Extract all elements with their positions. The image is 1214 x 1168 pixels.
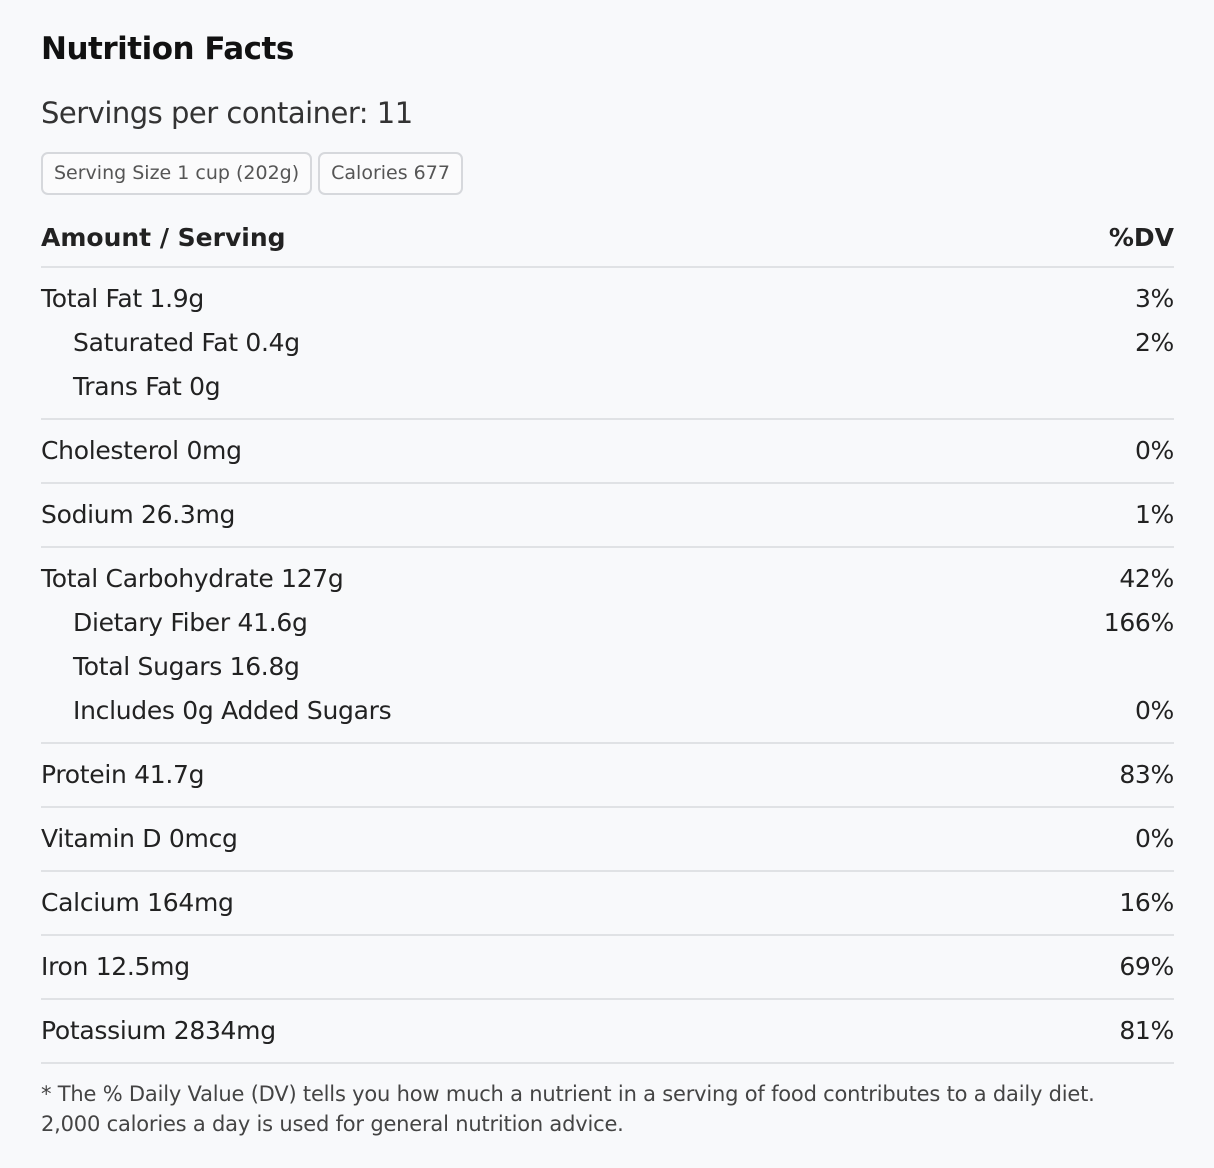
nutrient-label: Potassium 2834mg: [41, 1016, 276, 1045]
nutrient-group: Vitamin D 0mcg 0%: [41, 808, 1174, 872]
sub-row: Trans Fat 0g: [41, 365, 1174, 409]
title: Nutrition Facts: [41, 31, 294, 67]
badge: Serving Size 1 cup (202g): [41, 152, 313, 195]
daily-value: 3%: [1134, 284, 1174, 313]
nutrient-label: Calcium 164mg: [41, 888, 234, 917]
sub-row: Saturated Fat 0.4g 2%: [41, 321, 1174, 365]
column-header: %DV: [1108, 223, 1174, 252]
daily-value: 42%: [1119, 564, 1174, 593]
footnote-line: 2,000 calories a day is used for general…: [41, 1112, 624, 1136]
nutrient-label: Iron 12.5mg: [41, 952, 190, 981]
daily-value: 0%: [1134, 824, 1174, 853]
nutrient-group: Total Fat 1.9g 3% Saturated Fat 0.4g 2% Tran…: [41, 268, 1174, 420]
footnote-line: * The % Daily Value (DV) tells you how m…: [41, 1082, 1095, 1106]
daily-value: 0%: [1134, 436, 1174, 465]
nutrient-row: Total Fat 1.9g 3%: [41, 277, 1174, 321]
daily-value: 1%: [1134, 500, 1174, 529]
nutrient-label: Includes 0g Added Sugars: [73, 696, 392, 725]
daily-value: 0%: [1134, 696, 1174, 725]
nutrient-label: Total Carbohydrate 127g: [41, 564, 344, 593]
nutrient-label: Saturated Fat 0.4g: [73, 328, 300, 357]
nutrient-label: Total Fat 1.9g: [41, 284, 204, 313]
nutrient-group: Protein 41.7g 83%: [41, 744, 1174, 808]
nutrient-label: Trans Fat 0g: [73, 372, 221, 401]
daily-value: 81%: [1119, 1016, 1174, 1045]
servings: Servings per container: 11: [41, 96, 413, 130]
sub-row: Includes 0g Added Sugars 0%: [41, 689, 1174, 733]
nutrient-label: Total Sugars 16.8g: [73, 652, 300, 681]
column-header: Amount / Serving: [41, 223, 286, 252]
nutrient-label: Sodium 26.3mg: [41, 500, 236, 529]
nutrient-row: Calcium 164mg 16%: [41, 881, 1174, 925]
sub-row: Total Sugars 16.8g: [41, 645, 1174, 689]
nutrient-group: Iron 12.5mg 69%: [41, 936, 1174, 1000]
nutrient-group: Total Carbohydrate 127g 42% Dietary Fiber …: [41, 548, 1174, 744]
sub-row: Dietary Fiber 41.6g 166%: [41, 601, 1174, 645]
nutrient-row: Iron 12.5mg 69%: [41, 945, 1174, 989]
nutrient-row: Sodium 26.3mg 1%: [41, 493, 1174, 537]
daily-value: 166%: [1103, 608, 1175, 637]
nutrient-row: Cholesterol 0mg 0%: [41, 429, 1174, 473]
nutrient-group: Calcium 164mg 16%: [41, 872, 1174, 936]
daily-value: 83%: [1119, 760, 1174, 789]
nutrient-label: Cholesterol 0mg: [41, 436, 242, 465]
badges: Serving Size 1 cup (202g) Calories 677: [41, 152, 463, 195]
nutrient-row: Potassium 2834mg 81%: [41, 1009, 1174, 1053]
badge: Calories 677: [318, 152, 463, 195]
nutrient-label: Protein 41.7g: [41, 760, 205, 789]
nutrient-row: Protein 41.7g 83%: [41, 753, 1174, 797]
footnote: * The % Daily Value (DV) tells you how m…: [41, 1079, 1095, 1139]
nutrient-table: Amount / Serving %DV Total Fat 1.9g 3% Sat…: [41, 216, 1174, 1064]
nutrient-group: Potassium 2834mg 81%: [41, 1000, 1174, 1064]
nutrient-row: Vitamin D 0mcg 0%: [41, 817, 1174, 861]
nutrient-label: Dietary Fiber 41.6g: [73, 608, 308, 637]
table-header: Amount / Serving %DV: [41, 216, 1174, 268]
daily-value: 16%: [1119, 888, 1174, 917]
nutrient-group: Cholesterol 0mg 0%: [41, 420, 1174, 484]
daily-value: 69%: [1119, 952, 1174, 981]
nutrient-row: Total Carbohydrate 127g 42%: [41, 557, 1174, 601]
nutrient-label: Vitamin D 0mcg: [41, 824, 238, 853]
nutrient-group: Sodium 26.3mg 1%: [41, 484, 1174, 548]
daily-value: 2%: [1134, 328, 1174, 357]
